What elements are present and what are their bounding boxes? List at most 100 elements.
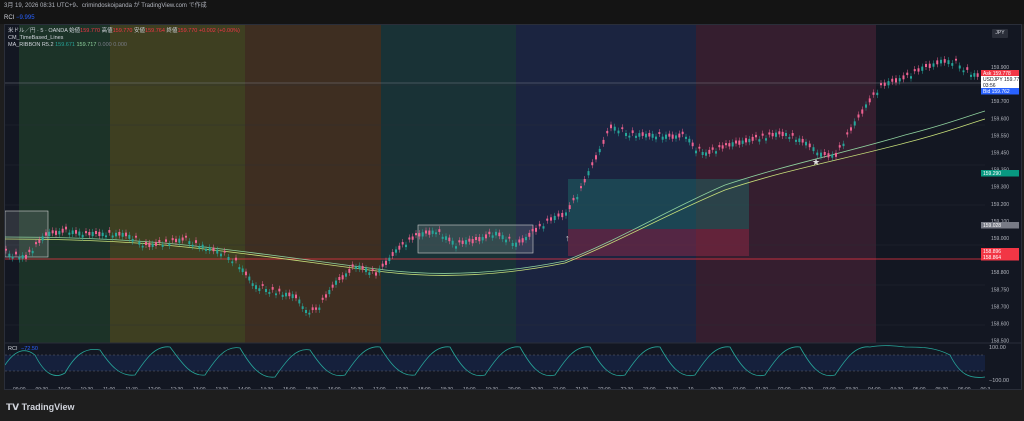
candle-body <box>65 226 67 230</box>
candle-body <box>906 72 909 76</box>
candle-body <box>761 133 764 136</box>
candle-body <box>25 254 27 259</box>
candle-body <box>791 133 794 136</box>
candle-body <box>638 133 641 137</box>
candle-body <box>121 232 124 237</box>
candle-body <box>738 140 741 145</box>
candle-body <box>955 58 957 61</box>
candle-body <box>88 231 91 236</box>
legend-indicator-1[interactable]: CM_TimeBased_Lines <box>8 35 64 41</box>
candle-body <box>415 233 417 236</box>
candle-body <box>295 294 297 299</box>
price-tick: 159.000 <box>991 236 1009 242</box>
candle-body <box>725 143 727 146</box>
candle-body <box>488 231 491 235</box>
chart-frame[interactable]: ↑ ★ 159.900159.750159.700159.600159.5501… <box>4 24 1022 393</box>
tradingview-logo[interactable]: 𝗧𝗩 TradingView <box>6 402 74 413</box>
time-tick: 05:00 <box>913 387 926 389</box>
candle-body <box>38 239 41 243</box>
candle-body <box>158 240 161 243</box>
candle-body <box>598 148 601 153</box>
legend-high: 159.770 <box>112 28 133 34</box>
candle-body <box>691 142 694 147</box>
candle-body <box>525 236 527 241</box>
candle-body <box>358 265 361 270</box>
session-band <box>110 25 245 343</box>
legend-symbol-row[interactable]: 米ドル／円 · 5 · OANDA 始値159.770 高値159.770 安値… <box>8 28 240 35</box>
candle-body <box>338 277 341 280</box>
time-tick: 18:30 <box>441 387 454 389</box>
legend-low: 159.764 <box>145 28 165 34</box>
candle-body <box>468 238 471 242</box>
rci-top-label: RCI <box>4 15 15 21</box>
candle-body <box>216 249 219 254</box>
candle-body <box>827 153 830 158</box>
stop-zone-red[interactable] <box>568 229 749 256</box>
price-tick: 159.100 <box>991 219 1009 225</box>
candle-body <box>481 237 484 241</box>
candle-body <box>515 242 517 247</box>
candle-body <box>421 232 424 237</box>
candle-body <box>785 133 787 136</box>
candle-body <box>223 250 226 253</box>
candle-body <box>701 152 704 155</box>
ma-ribbon-fast <box>4 118 986 276</box>
price-tag <box>981 222 1019 229</box>
candle-body <box>801 138 804 143</box>
currency-badge[interactable]: JPY <box>992 29 1008 38</box>
candle-body <box>685 136 687 139</box>
range-box-left[interactable] <box>4 210 49 258</box>
candle-body <box>678 133 681 138</box>
time-tick: 10:00 <box>58 387 71 389</box>
legend-close: 159.770 <box>177 28 198 34</box>
candle-body <box>98 231 101 237</box>
candle-body <box>958 65 961 69</box>
candle-body <box>428 230 431 235</box>
rci-tick-top: 100.00 <box>989 345 1006 351</box>
candle-body <box>613 126 616 131</box>
candle-body <box>161 244 164 247</box>
time-tick: 17:00 <box>373 387 386 389</box>
candle-body <box>913 69 916 72</box>
time-tick: 22:00 <box>598 387 611 389</box>
time-axis[interactable]: 09:00 09:30 10:00 10:30 11:00 11:30 12:00 12:30… <box>13 387 990 393</box>
rci-top-bar: RCI −9.995 <box>0 12 1024 24</box>
candle-body <box>591 162 594 166</box>
candle-body <box>635 135 637 138</box>
candle-body <box>18 257 21 260</box>
candle-body <box>868 98 871 103</box>
candle-body <box>498 232 501 237</box>
candle-body <box>606 130 609 134</box>
candle-body <box>661 136 664 140</box>
time-tick: 11:00 <box>103 387 115 389</box>
legend-indicator-2-row[interactable]: MA_RIBBON R5.2 159.671 159.717 0.000 0.0… <box>8 42 240 49</box>
candle-body <box>55 230 57 235</box>
candle-body <box>576 196 579 200</box>
candle-body <box>765 138 767 141</box>
candle-body <box>812 147 815 152</box>
session-band <box>19 25 110 343</box>
candle-body <box>665 134 667 139</box>
legend-close-label: 終値 <box>166 28 178 34</box>
price-tag-text: Bid 159.762 <box>983 89 1010 95</box>
candle-body <box>602 139 605 144</box>
rci-panel[interactable]: RCI −72.50 100.00 −100.00 <box>4 345 1009 384</box>
chart-canvas[interactable]: ↑ ★ 159.900159.750159.700159.600159.5501… <box>4 25 1022 393</box>
candle-body <box>311 307 314 311</box>
candle-body <box>580 186 582 189</box>
candle-body <box>966 67 969 70</box>
candle-body <box>758 139 761 142</box>
ribbon-value-2: 159.717 <box>76 42 97 48</box>
candle-body <box>668 133 671 137</box>
chart-legend: 米ドル／円 · 5 · OANDA 始値159.770 高値159.770 安値… <box>8 28 240 49</box>
candle-body <box>261 284 264 286</box>
candle-body <box>705 152 707 156</box>
candle-body <box>78 231 81 236</box>
candle-body <box>898 78 901 82</box>
candle-body <box>471 239 474 244</box>
candle-body <box>455 246 457 249</box>
candle-body <box>628 135 631 138</box>
legend-open: 159.770 <box>80 28 101 34</box>
candle-body <box>145 242 147 245</box>
price-tick: 158.500 <box>991 339 1009 345</box>
